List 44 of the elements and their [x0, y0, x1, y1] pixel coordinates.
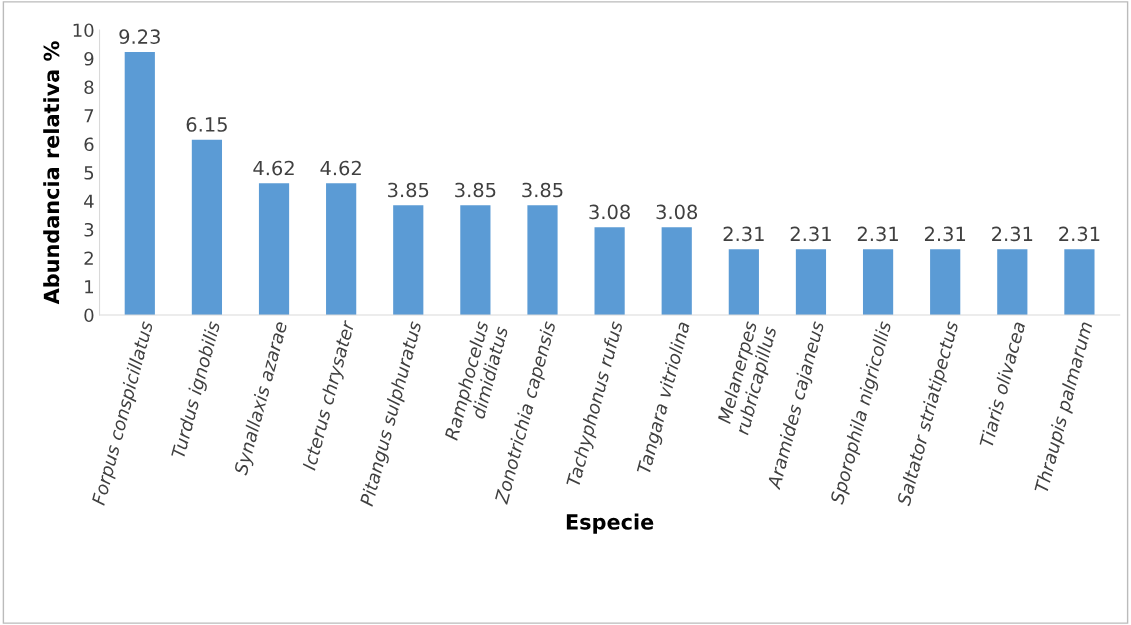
bar [930, 249, 961, 315]
data-label: 3.85 [522, 182, 563, 198]
data-label: 4.62 [253, 160, 294, 176]
data-label: 2.31 [924, 226, 966, 242]
x-tick-label: Tiaris olivacea [978, 321, 1026, 448]
bar [393, 205, 424, 315]
bar [124, 51, 155, 315]
bar [728, 249, 759, 315]
y-tick-label: 0 [84, 308, 94, 323]
y-tick-label: 8 [84, 80, 94, 95]
bar [997, 249, 1028, 315]
y-tick-label: 4 [84, 194, 94, 208]
bar [862, 249, 894, 315]
bar [326, 183, 357, 315]
data-label: 2.31 [723, 226, 764, 242]
y-tick-label: 6 [84, 137, 94, 152]
data-label: 2.31 [992, 226, 1033, 242]
data-label: 2.31 [790, 226, 831, 242]
y-tick-label: 3 [84, 222, 94, 237]
data-label: 3.85 [455, 182, 496, 198]
data-label: 3.08 [589, 204, 630, 220]
bar [258, 183, 290, 315]
y-tick-label: 9 [84, 51, 94, 66]
y-axis-title: Abundancia relativa % [43, 41, 60, 305]
bar [795, 249, 827, 315]
data-label: 3.85 [388, 182, 429, 198]
data-label: 3.08 [656, 204, 698, 220]
data-label: 4.62 [320, 160, 361, 176]
y-tick-label: 10 [73, 23, 94, 38]
y-tick-label: 1 [85, 280, 93, 294]
y-tick-label: 7 [84, 109, 94, 123]
y-tick-label: 5 [84, 166, 94, 180]
bar [661, 227, 692, 315]
data-label: 2.31 [1059, 226, 1100, 242]
x-axis-title: Especie [566, 513, 654, 534]
data-label: 6.15 [186, 117, 227, 132]
bar [594, 227, 625, 315]
bar [460, 205, 491, 315]
bar [1064, 249, 1095, 315]
data-label: 9.23 [119, 29, 160, 45]
bar [527, 205, 558, 315]
y-tick-label: 2 [84, 251, 93, 265]
data-label: 2.31 [857, 226, 898, 242]
bar [191, 139, 223, 315]
